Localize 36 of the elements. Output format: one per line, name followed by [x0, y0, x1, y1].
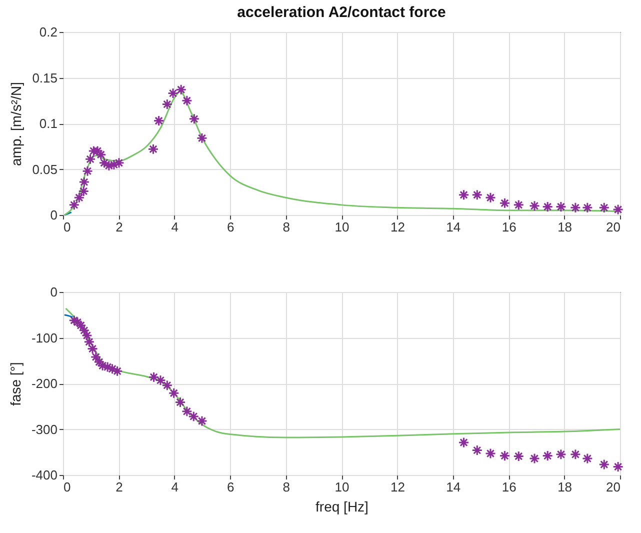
- x-tick-label: 8: [282, 480, 290, 494]
- y-tick-label: -300: [31, 422, 58, 437]
- x-tick-label: 12: [390, 480, 405, 494]
- y-tick-label: -400: [31, 468, 58, 482]
- y-tick-label: -100: [31, 330, 58, 346]
- x-tick-label: 20: [606, 220, 620, 234]
- x-tick-label: 14: [446, 220, 461, 234]
- y-tick-label: 0: [50, 284, 58, 300]
- x-tick-label: 6: [226, 480, 234, 494]
- y-tick-label: 0.1: [39, 116, 58, 131]
- x-tick-label: 4: [171, 480, 179, 494]
- x-tick-label: 8: [282, 220, 290, 234]
- x-axis-title: freq [Hz]: [316, 498, 368, 514]
- x-tick-label: 16: [502, 480, 516, 494]
- x-tick-label: 14: [446, 480, 461, 494]
- x-tick-label: 2: [116, 220, 123, 234]
- x-tick-label: 0: [64, 480, 71, 494]
- x-tick-label: 2: [116, 480, 123, 494]
- x-tick-label: 18: [558, 480, 572, 494]
- x-tick-label: 18: [558, 220, 572, 234]
- x-tick-label: 10: [334, 480, 350, 494]
- y-tick-label: 0.15: [32, 70, 58, 86]
- y-tick-label: 0.05: [32, 162, 58, 177]
- y-axis-title: fase [°]: [7, 362, 24, 406]
- y-tick-label: -200: [31, 376, 58, 391]
- x-tick-label: 10: [334, 220, 350, 234]
- x-tick-label: 16: [502, 220, 516, 234]
- x-tick-label: 0: [64, 220, 71, 234]
- chart-title: acceleration A2/contact force: [237, 4, 446, 21]
- x-tick-label: 12: [390, 220, 405, 234]
- y-tick-label: 0: [50, 208, 58, 222]
- x-tick-label: 4: [171, 220, 179, 234]
- y-axis-title: amp. [m/s²/N]: [8, 82, 24, 166]
- y-tick-label: 0.2: [39, 24, 58, 40]
- x-tick-label: 20: [606, 480, 620, 494]
- x-tick-label: 6: [226, 220, 234, 234]
